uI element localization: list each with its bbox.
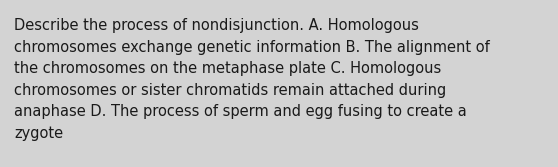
Text: Describe the process of nondisjunction. A. Homologous
chromosomes exchange genet: Describe the process of nondisjunction. … — [14, 18, 490, 141]
